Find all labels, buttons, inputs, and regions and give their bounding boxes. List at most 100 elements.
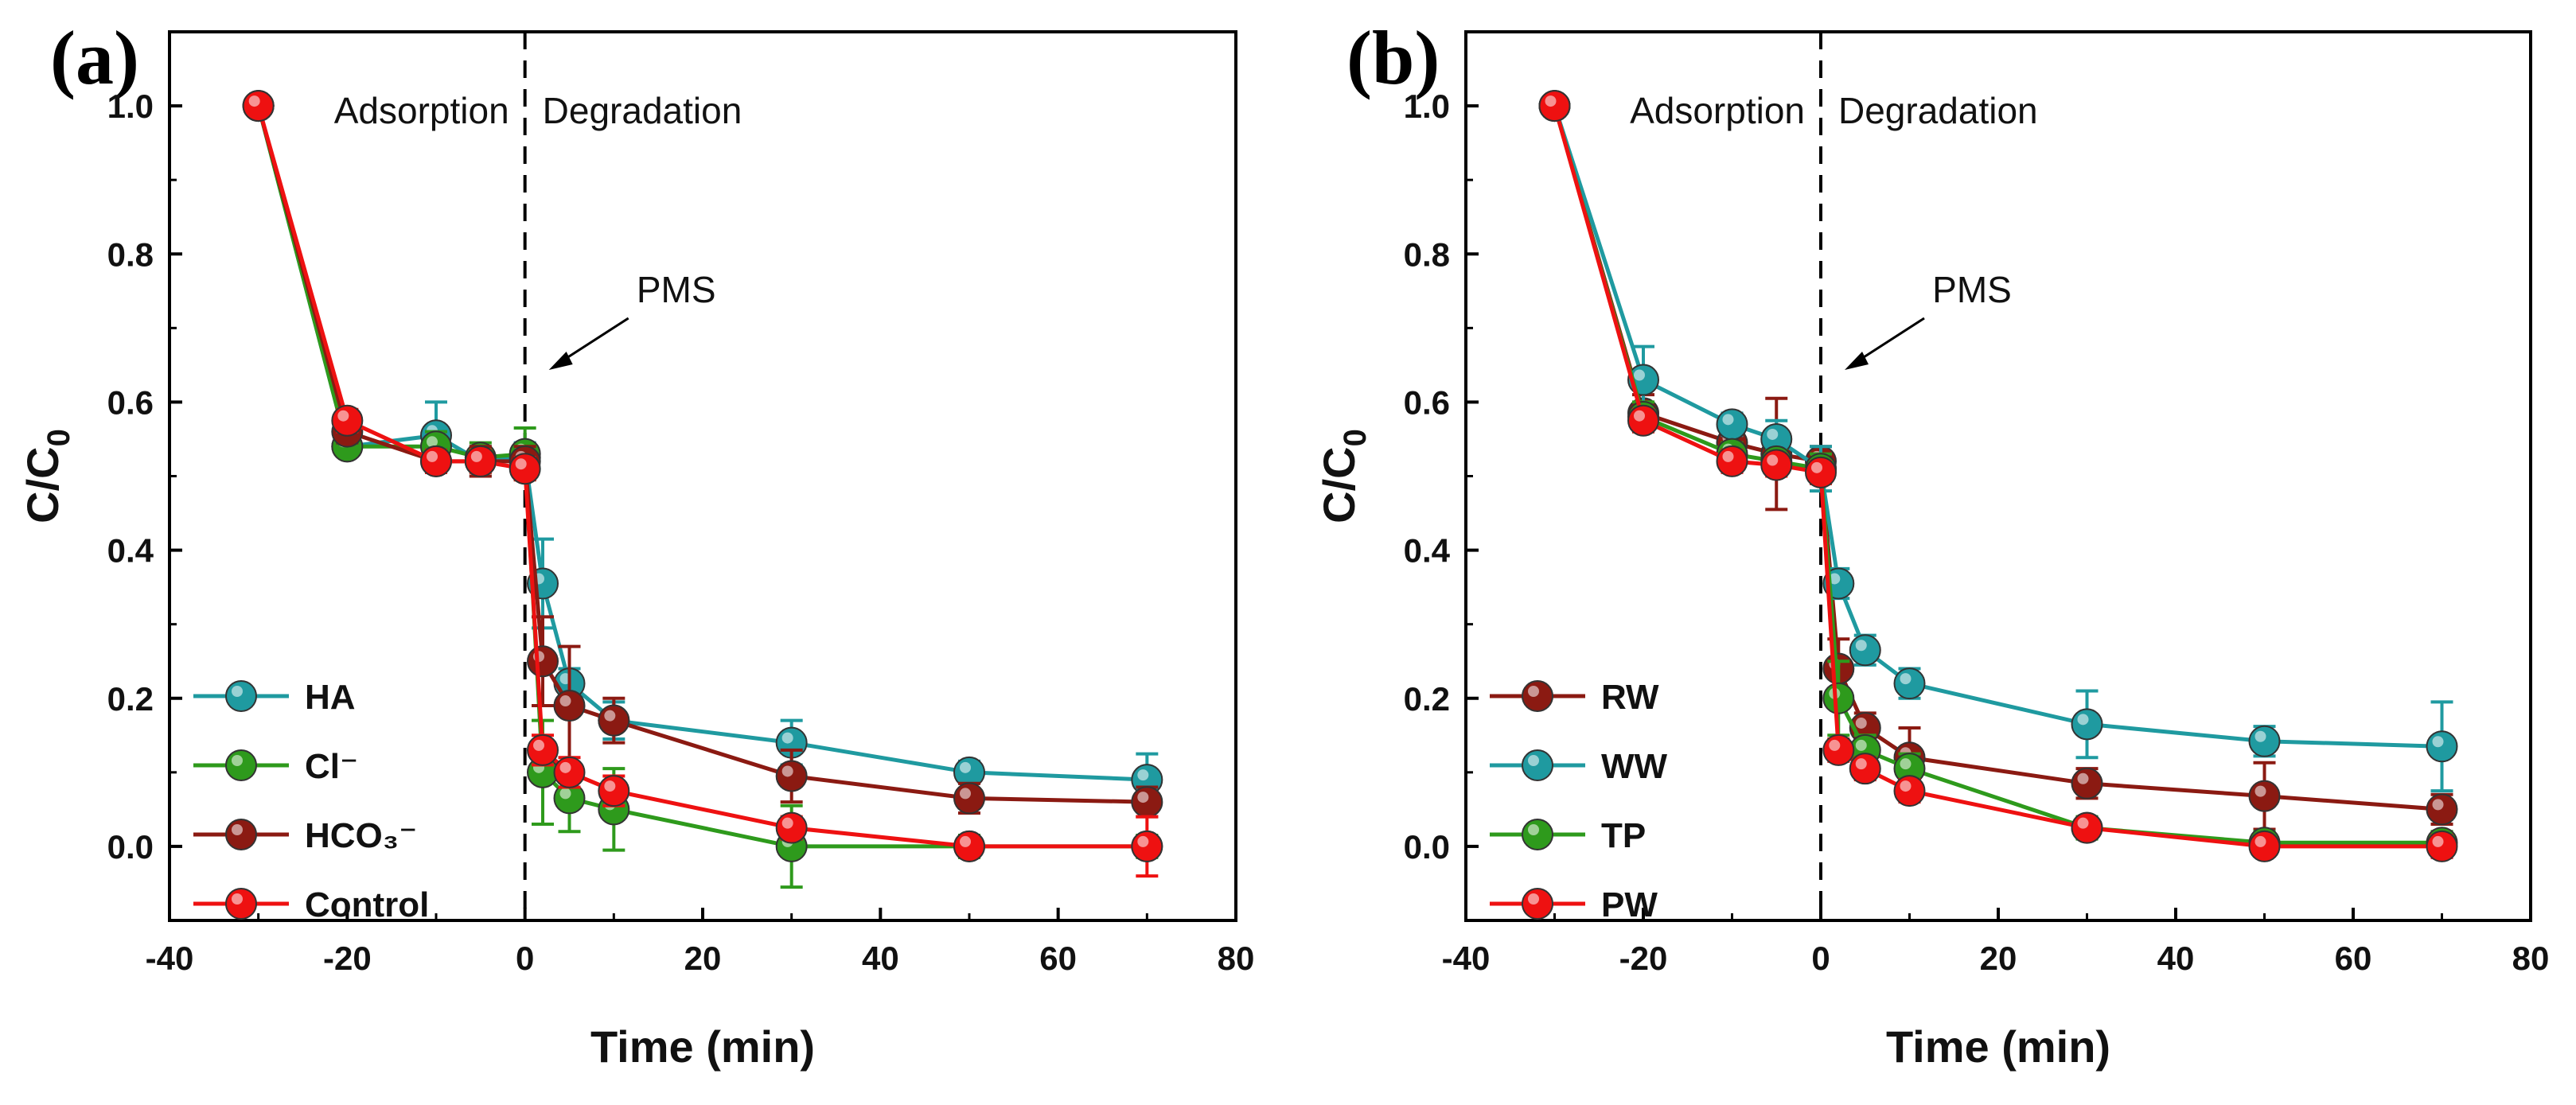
data-point: [1538, 90, 1571, 123]
data-point: [2426, 730, 2458, 763]
data-point-highlight: [960, 788, 971, 800]
data-point-highlight: [1137, 792, 1149, 803]
data-point-highlight: [533, 739, 544, 751]
data-point: [775, 760, 808, 792]
legend-marker-highlight: [232, 686, 243, 697]
y-tick-label: 0.6: [107, 383, 154, 421]
x-tick-label: 80: [1218, 940, 1255, 977]
data-point: [527, 733, 559, 766]
data-point-highlight: [1137, 835, 1149, 847]
series-2: [242, 90, 1163, 819]
y-tick-label: 0.4: [107, 532, 154, 570]
data-point-highlight: [248, 95, 260, 107]
data-point-highlight: [781, 817, 793, 829]
panel-b: (b) -40 -20 0 20 40 60 80 0.0 0.2 0.4 0.6 0.8 1.0 Time…: [1314, 15, 2549, 1072]
x-tick-label: -40: [146, 940, 194, 977]
y-tick-label: 0.8: [1404, 235, 1450, 273]
data-point-highlight: [1545, 95, 1557, 107]
x-tick-label: -40: [1442, 940, 1491, 977]
data-point-highlight: [2077, 817, 2089, 829]
data-point-highlight: [1855, 739, 1867, 751]
data-point: [1716, 445, 1748, 477]
legend-label: HCO₃⁻: [305, 816, 417, 855]
data-point-highlight: [2254, 730, 2266, 742]
legend-label: HA: [305, 678, 356, 717]
phase-label-degradation: Degradation: [1838, 90, 2038, 131]
y-tick-label: 0.2: [1404, 680, 1450, 718]
panel-a: (a) -40 -20 0 20 40 60 80 0.0 0.2 0.4 0.6 0.8 1.0 Time…: [18, 15, 1254, 1072]
series-line: [256, 105, 1148, 849]
data-point-highlight: [1829, 573, 1841, 585]
x-tick-label: 60: [2335, 940, 2372, 977]
legend-marker-highlight: [1528, 755, 1539, 766]
data-point-highlight: [559, 761, 571, 773]
series-1: [242, 90, 1163, 889]
legend-label: Cl⁻: [305, 747, 358, 786]
y-axis-title-subscript: 0: [1338, 429, 1373, 446]
data-point-highlight: [604, 710, 616, 722]
data-point: [1893, 667, 1926, 700]
legend-marker: [225, 888, 257, 920]
data-point-highlight: [1855, 640, 1867, 652]
data-point: [2248, 780, 2281, 812]
y-tick-label: 0.0: [107, 828, 154, 866]
y-axis-title-main: C/C: [18, 446, 68, 523]
data-point: [242, 90, 275, 123]
data-point-highlight: [1829, 739, 1841, 751]
data-point: [1131, 830, 1163, 862]
data-point-highlight: [515, 458, 527, 470]
data-point: [553, 756, 586, 788]
y-axis-title-subscript: 0: [41, 429, 76, 446]
data-point-highlight: [1900, 758, 1912, 770]
data-point-highlight: [781, 732, 793, 744]
data-point: [2071, 811, 2103, 844]
y-tick-label: 0.4: [1404, 532, 1451, 570]
data-point: [2071, 767, 2103, 800]
data-point: [775, 811, 808, 844]
legend-label: WW: [1601, 747, 1668, 786]
pms-arrow-head: [548, 352, 573, 370]
legend-label: RW: [1601, 678, 1659, 717]
data-point-highlight: [2077, 714, 2089, 726]
data-point-highlight: [1722, 450, 1734, 462]
y-tick-label: 0.8: [107, 235, 154, 273]
data-point: [1805, 456, 1837, 488]
legend-marker-highlight: [232, 893, 243, 905]
series-line: [1553, 105, 2442, 845]
data-point: [527, 645, 559, 678]
legend-marker: [225, 749, 257, 781]
x-tick-label: -20: [1619, 940, 1668, 977]
data-point: [331, 404, 364, 437]
phase-label-adsorption: Adsorption: [334, 90, 509, 131]
data-point: [1822, 733, 1855, 766]
data-point: [2426, 830, 2458, 862]
panel-label: (b): [1346, 15, 1440, 100]
data-point: [1893, 775, 1926, 807]
panel-label: (a): [50, 15, 139, 100]
x-tick-label: -20: [323, 940, 372, 977]
pms-annotation: PMS: [1932, 269, 2012, 310]
series-3: [242, 90, 1163, 878]
legend-marker: [1522, 749, 1553, 781]
x-tick-label: 40: [862, 940, 899, 977]
series-line: [1553, 105, 2442, 849]
data-point-highlight: [470, 450, 482, 462]
data-point: [598, 704, 630, 737]
phase-label-adsorption: Adsorption: [1630, 90, 1805, 131]
data-point-highlight: [1137, 769, 1149, 781]
data-point: [1849, 634, 1881, 667]
data-point-highlight: [2254, 785, 2266, 797]
x-tick-label: 0: [516, 940, 534, 977]
data-point: [553, 690, 586, 722]
data-point-highlight: [559, 695, 571, 707]
legend-marker-highlight: [1528, 893, 1539, 905]
legend-marker: [1522, 680, 1553, 712]
x-axis-title: Time (min): [590, 1021, 815, 1072]
data-point: [953, 782, 985, 815]
x-tick-label: 40: [2157, 940, 2195, 977]
legend-marker-highlight: [1528, 686, 1539, 697]
pms-annotation: PMS: [637, 269, 716, 310]
data-point-highlight: [559, 788, 571, 800]
y-tick-label: 1.0: [107, 88, 154, 125]
data-point-highlight: [1811, 461, 1822, 473]
